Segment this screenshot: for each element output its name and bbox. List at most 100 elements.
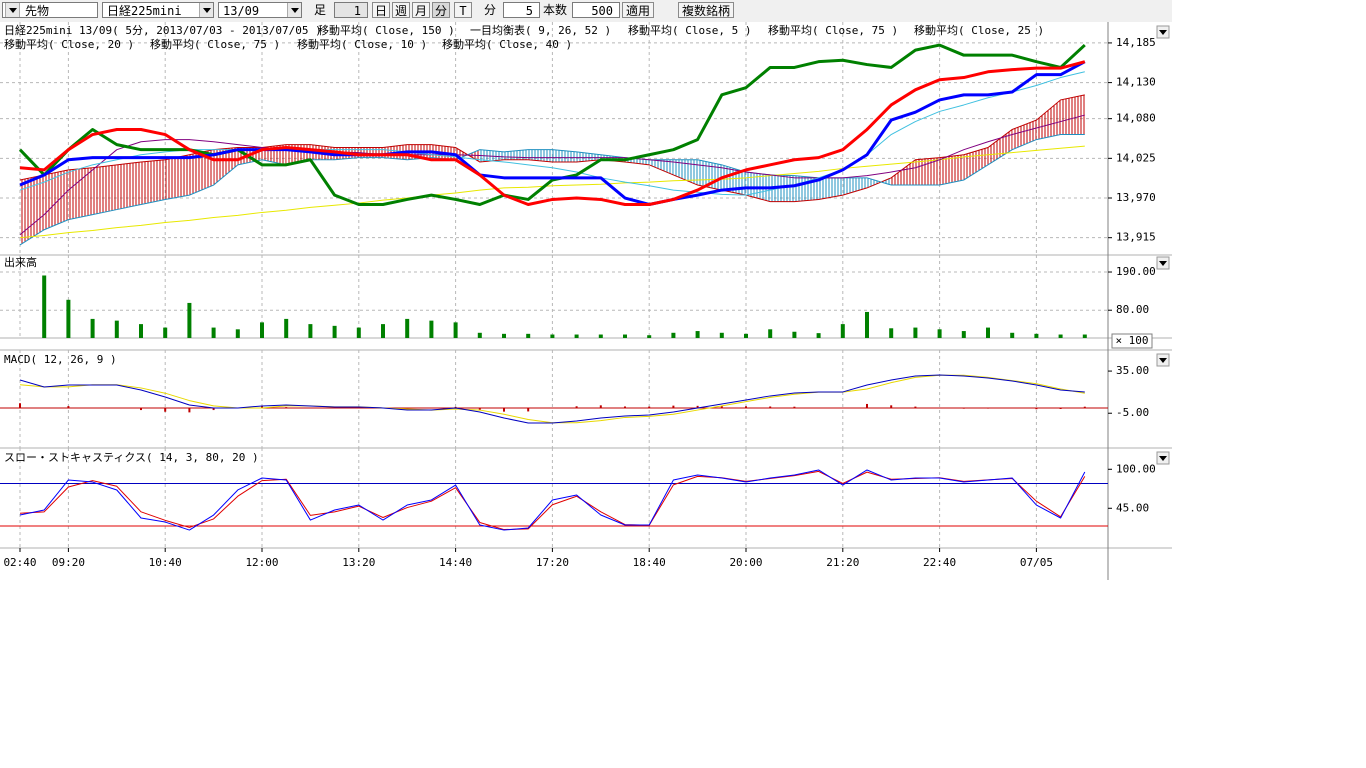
legend-entry: 移動平均( Close, 150 ) bbox=[318, 23, 455, 37]
volume-bar bbox=[962, 331, 966, 338]
week-button[interactable]: 週 bbox=[392, 2, 410, 18]
panel-title: 日経225mini 13/09( 5分, 2013/07/03 - 2013/0… bbox=[4, 24, 322, 37]
market-select[interactable]: 先物 bbox=[2, 2, 98, 18]
volume-bar bbox=[163, 328, 167, 338]
multi-symbol-button[interactable]: 複数銘柄 bbox=[678, 2, 734, 18]
cloud-segment bbox=[68, 168, 92, 220]
cloud-segment bbox=[165, 155, 189, 200]
volume-bar bbox=[986, 328, 990, 338]
volume-bar bbox=[1083, 335, 1087, 338]
y-tick-label: -5.00 bbox=[1116, 406, 1149, 419]
x-tick-label: 17:20 bbox=[536, 556, 569, 569]
volume-bar bbox=[115, 321, 119, 338]
cloud-segment bbox=[93, 165, 117, 215]
cloud-segment bbox=[117, 162, 141, 210]
volume-bar bbox=[575, 335, 579, 338]
volume-bar bbox=[381, 324, 385, 338]
apply-button[interactable]: 適用 bbox=[622, 2, 654, 18]
volume-bar bbox=[454, 322, 458, 338]
legend-entry: 移動平均( Close, 25 ) bbox=[914, 23, 1044, 37]
cloud-segment bbox=[141, 160, 165, 205]
volume-bar bbox=[696, 331, 700, 338]
chart-background bbox=[0, 22, 1172, 580]
y-tick-label: 100.00 bbox=[1116, 462, 1156, 475]
volume-bar bbox=[139, 324, 143, 338]
y-tick-label: 14,025 bbox=[1116, 151, 1156, 164]
y-tick-label: 190.00 bbox=[1116, 265, 1156, 278]
volume-bar bbox=[623, 335, 627, 338]
volume-bar bbox=[357, 328, 361, 338]
panel-title: MACD( 12, 26, 9 ) bbox=[4, 353, 117, 366]
volume-bar bbox=[550, 335, 554, 338]
volume-bar bbox=[236, 329, 240, 338]
volume-bar bbox=[502, 334, 506, 338]
volume-bar bbox=[768, 329, 772, 338]
x-tick-label: 20:00 bbox=[729, 556, 762, 569]
x-tick-label: 13:20 bbox=[342, 556, 375, 569]
volume-bar bbox=[744, 334, 748, 338]
unit-label: × 100 bbox=[1115, 334, 1148, 347]
legend-entry: 移動平均( Close, 20 ) bbox=[4, 37, 134, 51]
symbol: 日経225mini bbox=[107, 4, 182, 18]
volume-bar bbox=[599, 335, 603, 338]
volume-bar bbox=[308, 324, 312, 338]
bar-count[interactable]: 1 bbox=[334, 2, 368, 18]
volume-bar bbox=[841, 324, 845, 338]
x-tick-label: 18:40 bbox=[633, 556, 666, 569]
legend-entry: 移動平均( Close, 75 ) bbox=[768, 23, 898, 37]
x-tick-label: 14:40 bbox=[439, 556, 472, 569]
interval[interactable]: 5 bbox=[503, 2, 540, 18]
chart: 13,91513,97014,02514,08014,13014,185日経22… bbox=[0, 22, 1172, 580]
y-tick-label: 14,080 bbox=[1116, 112, 1156, 125]
bar-label: 足 bbox=[314, 2, 326, 18]
legend-entry: 一目均衡表( 9, 26, 52 ) bbox=[470, 23, 611, 37]
volume-bar bbox=[938, 329, 942, 338]
x-tick-label: 22:40 bbox=[923, 556, 956, 569]
volume-bar bbox=[284, 319, 288, 338]
minute-button[interactable]: 分 bbox=[432, 2, 450, 18]
volume-bar bbox=[405, 319, 409, 338]
volume-bar bbox=[212, 328, 216, 338]
x-tick-label: 02:40 bbox=[3, 556, 36, 569]
y-tick-label: 14,130 bbox=[1116, 76, 1156, 89]
y-tick-label: 80.00 bbox=[1116, 303, 1149, 316]
contract: 13/09 bbox=[223, 4, 259, 18]
volume-bar bbox=[889, 328, 893, 338]
month-button[interactable]: 月 bbox=[412, 2, 430, 18]
volume-bar bbox=[526, 334, 530, 338]
legend-entry: 移動平均( Close, 40 ) bbox=[442, 37, 572, 51]
x-tick-label: 21:20 bbox=[826, 556, 859, 569]
volume-bar bbox=[66, 300, 70, 338]
y-tick-label: 45.00 bbox=[1116, 501, 1149, 514]
y-tick-label: 13,915 bbox=[1116, 231, 1156, 244]
volume-bar bbox=[1010, 333, 1014, 338]
contract-select[interactable]: 13/09 bbox=[218, 2, 302, 18]
volume-bar bbox=[1059, 335, 1063, 338]
legend-entry: 移動平均( Close, 5 ) bbox=[628, 23, 751, 37]
volume-bar bbox=[260, 322, 264, 338]
market: 先物 bbox=[25, 4, 49, 18]
volume-bar bbox=[429, 321, 433, 338]
toolbar: 先物 日経225mini 13/09 足 1 日 週 月 分 T 分 5 本数 … bbox=[0, 0, 1172, 23]
y-tick-label: 14,185 bbox=[1116, 36, 1156, 49]
volume-bar bbox=[42, 275, 46, 338]
x-tick-label: 09:20 bbox=[52, 556, 85, 569]
panel-title: スロー・ストキャスティクス( 14, 3, 80, 20 ) bbox=[4, 451, 259, 464]
tick-button[interactable]: T bbox=[454, 2, 472, 18]
volume-bar bbox=[792, 332, 796, 338]
x-tick-label: 10:40 bbox=[149, 556, 182, 569]
day-button[interactable]: 日 bbox=[372, 2, 390, 18]
x-tick-label: 07/05 bbox=[1020, 556, 1053, 569]
legend-entry: 移動平均( Close, 10 ) bbox=[297, 37, 427, 51]
count-label: 本数 bbox=[543, 2, 567, 18]
symbol-select[interactable]: 日経225mini bbox=[102, 2, 214, 18]
cloud-segment bbox=[1061, 95, 1085, 135]
volume-bar bbox=[671, 333, 675, 338]
volume-bar bbox=[647, 335, 651, 338]
count[interactable]: 500 bbox=[572, 2, 620, 18]
volume-bar bbox=[1034, 334, 1038, 338]
y-tick-label: 35.00 bbox=[1116, 364, 1149, 377]
volume-bar bbox=[478, 333, 482, 338]
panel-title: 出来高 bbox=[4, 255, 37, 269]
